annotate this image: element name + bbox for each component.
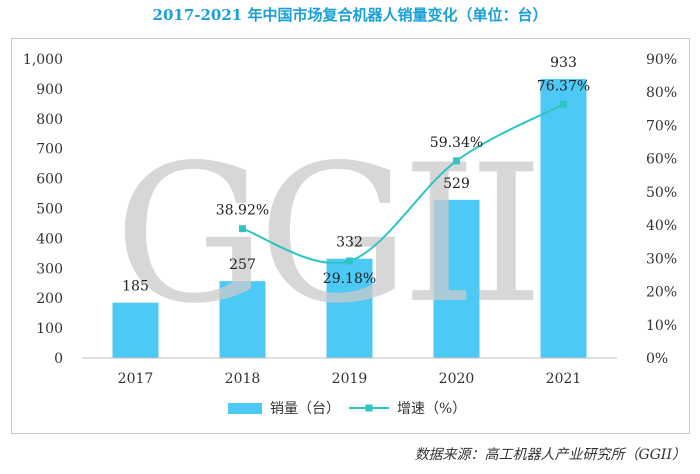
bar-2018 — [219, 281, 266, 358]
legend-bar-swatch — [228, 403, 262, 414]
bar-2017 — [112, 302, 159, 358]
y-tick-label: 700 — [36, 142, 63, 158]
bar-value-label: 185 — [122, 279, 149, 295]
y-tick-label: 300 — [36, 261, 63, 277]
x-tick-label: 2020 — [439, 371, 475, 387]
growth-value-label: 76.37% — [537, 78, 590, 94]
bar-2020 — [433, 199, 480, 358]
bar-2021 — [540, 79, 587, 359]
y2-tick-label: 80% — [646, 85, 677, 101]
y2-tick-label: 10% — [646, 318, 677, 334]
x-tick-label: 2017 — [118, 371, 154, 387]
y2-tick-label: 60% — [646, 152, 677, 168]
y2-tick-label: 40% — [646, 218, 677, 234]
growth-marker-2021 — [560, 100, 567, 108]
y2-tick-label: 0% — [646, 351, 668, 367]
chart-frame — [11, 38, 690, 434]
y-tick-label: 800 — [36, 112, 63, 128]
x-tick-label: 2019 — [332, 371, 368, 387]
legend-line-marker — [365, 404, 373, 412]
y-tick-label: 0 — [54, 351, 63, 367]
y2-tick-label: 20% — [646, 285, 677, 301]
bar-value-label: 332 — [336, 235, 363, 251]
y2-tick-label: 70% — [646, 118, 677, 134]
y-tick-label: 400 — [36, 231, 63, 247]
growth-line — [242, 103, 564, 264]
growth-value-label: 38.92% — [216, 203, 269, 219]
y-tick-label: 500 — [36, 202, 63, 218]
bar-value-label: 933 — [550, 55, 577, 71]
growth-marker-2019 — [346, 257, 353, 265]
bar-value-label: 529 — [443, 176, 470, 192]
y-tick-label: 100 — [36, 321, 63, 337]
y2-tick-label: 30% — [646, 251, 677, 267]
bar-value-label: 257 — [229, 257, 256, 273]
x-tick-label: 2018 — [225, 371, 261, 387]
growth-marker-2018 — [239, 225, 246, 233]
growth-value-label: 29.18% — [323, 271, 376, 287]
y-tick-label: 1,000 — [23, 52, 63, 68]
y2-tick-label: 50% — [646, 185, 677, 201]
growth-marker-2020 — [453, 157, 460, 165]
y2-tick-label: 90% — [646, 52, 677, 68]
chart-title: 2017-2021 年中国市场复合机器人销量变化（单位：台） — [152, 6, 548, 24]
y-tick-label: 200 — [36, 291, 63, 307]
legend-bar-label: 销量（台） — [270, 401, 340, 417]
source-note: 数据来源：高工机器人产业研究所（GGII） — [414, 447, 686, 463]
legend-line-label: 增速（%） — [397, 401, 466, 417]
bar-2019 — [326, 258, 373, 358]
x-tick-label: 2021 — [546, 371, 582, 387]
y-tick-label: 600 — [36, 172, 63, 188]
growth-value-label: 59.34% — [430, 135, 483, 151]
y-tick-label: 900 — [36, 82, 63, 98]
watermark: GGII — [114, 124, 536, 345]
